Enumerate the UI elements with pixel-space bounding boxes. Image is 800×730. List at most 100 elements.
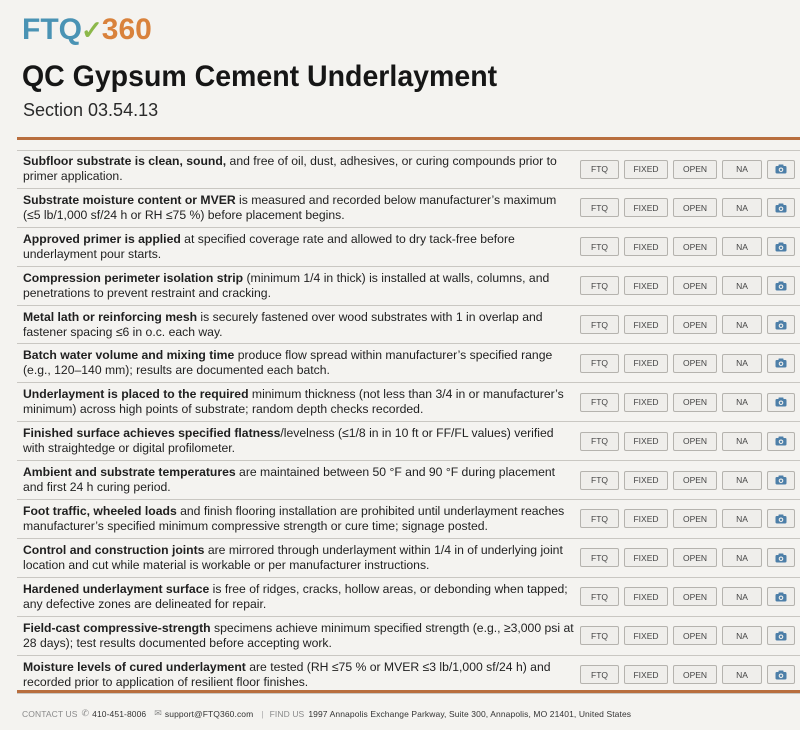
fixed-button[interactable]: FIXED	[624, 665, 668, 685]
ftq-button[interactable]: FTQ	[580, 626, 619, 646]
camera-button[interactable]	[767, 431, 795, 451]
open-button[interactable]: OPEN	[673, 392, 717, 412]
fixed-button[interactable]: FIXED	[624, 353, 668, 373]
na-button[interactable]: NA	[722, 587, 762, 607]
status-buttons: FTQ FIXED OPEN NA	[580, 500, 800, 538]
open-button[interactable]: OPEN	[673, 159, 717, 179]
na-button[interactable]: NA	[722, 198, 762, 218]
camera-button[interactable]	[767, 509, 795, 529]
open-button[interactable]: OPEN	[673, 470, 717, 490]
ftq-button[interactable]: FTQ	[580, 431, 619, 451]
item-heading: Batch water volume and mixing time	[23, 348, 235, 363]
status-buttons: FTQ FIXED OPEN NA	[580, 151, 800, 188]
ftq-button[interactable]: FTQ	[580, 237, 619, 257]
checklist-row: Field-cast compressive-strength specimen…	[17, 617, 800, 656]
open-button[interactable]: OPEN	[673, 665, 717, 685]
section-number: Section 03.54.13	[23, 100, 159, 120]
ftq-button[interactable]: FTQ	[580, 353, 619, 373]
open-button[interactable]: OPEN	[673, 237, 717, 257]
footer-email[interactable]: support@FTQ360.com	[164, 708, 254, 719]
checklist-item-text: Finished surface achieves specified flat…	[17, 426, 577, 456]
camera-button[interactable]	[767, 237, 795, 257]
open-button[interactable]: OPEN	[673, 198, 717, 218]
item-description: specimens achieve minimum specified stre…	[23, 620, 574, 650]
fixed-button[interactable]: FIXED	[624, 431, 668, 451]
camera-button[interactable]	[767, 665, 795, 685]
camera-button[interactable]	[767, 353, 795, 373]
checklist-row: Control and construction joints are mirr…	[17, 539, 800, 578]
na-button[interactable]: NA	[722, 470, 762, 490]
item-description: is measured and recorded below manufactu…	[23, 192, 557, 222]
na-button[interactable]: NA	[722, 392, 762, 412]
camera-button[interactable]	[767, 159, 795, 179]
camera-button[interactable]	[767, 315, 795, 334]
camera-button[interactable]	[767, 392, 795, 412]
fixed-button[interactable]: FIXED	[624, 237, 668, 257]
ftq-button[interactable]: FTQ	[580, 470, 619, 490]
na-button[interactable]: NA	[722, 276, 762, 296]
open-button[interactable]: OPEN	[673, 509, 717, 529]
camera-icon	[775, 475, 787, 485]
fixed-button[interactable]: FIXED	[624, 548, 668, 568]
na-button[interactable]: NA	[722, 509, 762, 529]
fixed-button[interactable]: FIXED	[624, 276, 668, 296]
item-heading: Subfloor substrate is clean, sound,	[23, 154, 227, 169]
camera-button[interactable]	[767, 470, 795, 490]
na-button[interactable]: NA	[722, 431, 762, 451]
fixed-button[interactable]: FIXED	[624, 315, 668, 334]
checklist-row: Substrate moisture content or MVER is me…	[17, 189, 800, 228]
open-button[interactable]: OPEN	[673, 315, 717, 334]
camera-button[interactable]	[767, 276, 795, 296]
fixed-button[interactable]: FIXED	[624, 470, 668, 490]
ftq-button[interactable]: FTQ	[580, 198, 619, 218]
open-button[interactable]: OPEN	[673, 626, 717, 646]
page-header: FTQ ✓ 360 QC Gypsum Cement Underlayment Se…	[0, 0, 800, 150]
ftq-button[interactable]: FTQ	[580, 276, 619, 296]
ftq-button[interactable]: FTQ	[580, 587, 619, 607]
open-button[interactable]: OPEN	[673, 276, 717, 296]
footer: CONTACT US ✆ 410-451-8006 ✉ support@FTQ3…	[22, 708, 639, 719]
status-buttons: FTQ FIXED OPEN NA	[580, 306, 800, 344]
checklist-row: Moisture levels of cured underlayment ar…	[17, 656, 800, 695]
checklist-item-text: Subfloor substrate is clean, sound, and …	[17, 154, 577, 184]
item-description: are mirrored through underlayment within…	[23, 542, 563, 572]
camera-button[interactable]	[767, 626, 795, 646]
camera-button[interactable]	[767, 198, 795, 218]
item-heading: Metal lath or reinforcing mesh	[23, 309, 198, 324]
ftq-button[interactable]: FTQ	[580, 665, 619, 685]
na-button[interactable]: NA	[722, 315, 762, 334]
fixed-button[interactable]: FIXED	[624, 198, 668, 218]
ftq-button[interactable]: FTQ	[580, 159, 619, 179]
footer-phone[interactable]: 410-451-8006	[92, 708, 147, 719]
na-button[interactable]: NA	[722, 237, 762, 257]
fixed-button[interactable]: FIXED	[624, 587, 668, 607]
item-heading: Substrate moisture content or MVER	[23, 192, 236, 207]
ftq-button[interactable]: FTQ	[580, 548, 619, 568]
camera-button[interactable]	[767, 548, 795, 568]
na-button[interactable]: NA	[722, 159, 762, 179]
fixed-button[interactable]: FIXED	[624, 159, 668, 179]
item-description: is securely fastened over wood substrate…	[23, 309, 543, 339]
fixed-button[interactable]: FIXED	[624, 626, 668, 646]
ftq-button[interactable]: FTQ	[580, 392, 619, 412]
na-button[interactable]: NA	[722, 548, 762, 568]
fixed-button[interactable]: FIXED	[624, 509, 668, 529]
na-button[interactable]: NA	[722, 626, 762, 646]
item-heading: Foot traffic, wheeled loads	[23, 503, 177, 518]
item-heading: Finished surface achieves specified flat…	[23, 426, 281, 441]
open-button[interactable]: OPEN	[673, 587, 717, 607]
open-button[interactable]: OPEN	[673, 548, 717, 568]
open-button[interactable]: OPEN	[673, 431, 717, 451]
camera-icon	[775, 242, 787, 252]
open-button[interactable]: OPEN	[673, 353, 717, 373]
ftq-button[interactable]: FTQ	[580, 315, 619, 334]
fixed-button[interactable]: FIXED	[624, 392, 668, 412]
logo-text-ftq: FTQ	[22, 13, 82, 46]
na-button[interactable]: NA	[722, 353, 762, 373]
camera-icon	[775, 164, 787, 174]
camera-button[interactable]	[767, 587, 795, 607]
ftq-button[interactable]: FTQ	[580, 509, 619, 529]
checklist-row: Hardened underlayment surface is free of…	[17, 578, 800, 617]
na-button[interactable]: NA	[722, 665, 762, 685]
status-buttons: FTQ FIXED OPEN NA	[580, 539, 800, 577]
